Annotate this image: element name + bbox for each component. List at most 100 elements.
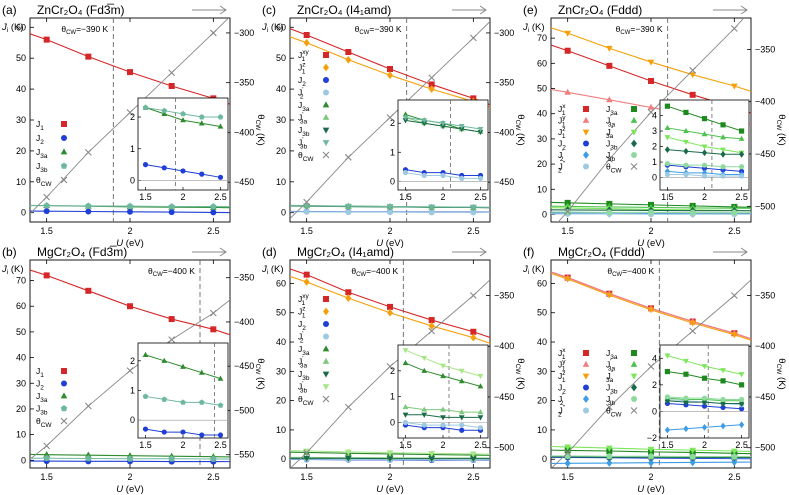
legend-marker-θCW: [322, 151, 330, 159]
inset-point-J2: [701, 403, 708, 409]
legend-marker-J1x: [583, 106, 589, 112]
data-point-J1: [43, 36, 50, 43]
inset-point-J3b: [664, 146, 671, 154]
data-point-J1z: [428, 85, 435, 93]
y-axis-label: Ji (K): [522, 22, 545, 34]
inset-y-tick-label: 1: [652, 157, 657, 167]
inset-point-J3b: [402, 412, 409, 418]
data-point-J1z: [606, 45, 613, 52]
x-tick-label: 2: [127, 226, 132, 236]
inset-point-J3a: [477, 383, 484, 389]
inset-point-J2': [720, 422, 726, 430]
data-point-θCW: [344, 403, 352, 411]
inset-point-J2: [720, 404, 726, 411]
inset-point-J3b: [701, 398, 708, 406]
data-point-J3b': [470, 451, 477, 458]
inset-y-tick-label: 2: [652, 142, 657, 152]
inset-y-tick-label: 0: [652, 173, 657, 183]
y-tick-label: 10: [276, 177, 286, 187]
y-tick-label: 60: [16, 22, 26, 32]
panel-label: (a): [2, 3, 17, 17]
data-point-J1y: [606, 96, 613, 103]
x-axis-label: U (eV): [116, 484, 143, 495]
y-tick-label: 10: [537, 425, 547, 435]
legend-label: Jz 1: [558, 370, 566, 384]
data-point-J1z: [731, 332, 738, 339]
inset-x-tick-label: 2: [180, 440, 185, 450]
inset-series-group: [402, 348, 484, 433]
inset-point-J2': [701, 423, 708, 431]
legend-marker-J1: [61, 121, 67, 127]
legend-marker-J2: [323, 321, 329, 327]
inset-point-J3a: [683, 371, 689, 377]
legend-marker-J3a: [631, 106, 637, 112]
inset-y-tick-label: −2: [647, 433, 657, 443]
inset-point-J3b': [477, 126, 484, 133]
data-point-θCW: [469, 34, 477, 42]
legend-marker-J3b': [631, 396, 637, 402]
legend-label: Jz 1: [298, 62, 306, 76]
theta-cw-annotation: θCW=−400 K: [351, 266, 398, 278]
panel-title: MgCr₂O₄ (Fddd): [558, 245, 645, 259]
inset-point-J3a'': [720, 147, 726, 153]
inset-y-tick-label: 0: [390, 176, 395, 186]
y-tick-label: 50: [537, 84, 547, 94]
inset-point-J3a: [402, 359, 409, 366]
legend-marker-J1: [61, 368, 67, 374]
panel-label: (d): [262, 245, 277, 259]
inset-point-J3a: [142, 351, 149, 357]
legend-marker-J2: [61, 380, 67, 387]
data-point-J1: [210, 326, 217, 333]
y2-tick-label: −350: [494, 78, 514, 88]
data-point-J3a'': [564, 444, 571, 451]
data-point-J1z: [606, 292, 613, 299]
inset-point-J3b: [701, 149, 708, 157]
y-tick-label: 0: [281, 454, 286, 464]
y-tick-label: 50: [276, 53, 286, 63]
inset-series-group: [142, 104, 224, 180]
inset-point-J3b: [161, 107, 168, 114]
series-group: [290, 268, 490, 468]
inset-point-J3b': [683, 162, 689, 168]
inset-point-J3b: [477, 415, 484, 421]
legend-marker-J1z: [323, 307, 329, 316]
legend-label: J1: [36, 366, 44, 379]
inset-point-J3b: [477, 129, 484, 136]
y-tick-label: 60: [537, 58, 547, 68]
data-point-J3b': [648, 453, 654, 460]
data-point-J3b': [303, 203, 310, 210]
y-tick-label: 50: [276, 308, 286, 318]
legend-marker-J2': [323, 89, 329, 96]
inset-point-J2: [180, 429, 186, 435]
data-point-θCW: [43, 442, 51, 450]
data-point-θCW: [303, 449, 311, 457]
inset-x-tick-label: 2: [440, 192, 445, 202]
inset-point-J3a: [738, 128, 745, 134]
data-point-θCW: [689, 66, 697, 74]
legend-label: θCW: [298, 394, 314, 407]
inset-point-J3a: [217, 375, 224, 381]
inset-series-group: [664, 103, 745, 179]
panel-c: (c) ZnCr₂O₄ (I4₁amd)1.5 2 2.50102030405060−…: [261, 3, 526, 249]
data-point-θCW: [605, 403, 613, 411]
data-point-J1: [43, 272, 50, 279]
y2-tick-label: −450: [755, 149, 775, 159]
data-point-J2': [428, 209, 435, 216]
y-tick-label: 60: [537, 278, 547, 288]
legend-marker-θCW: [60, 417, 68, 425]
inset-point-J3b: [142, 393, 149, 399]
inset-point-J3b: [738, 150, 745, 158]
data-point-J1z: [428, 322, 435, 330]
y-tick-label: 50: [537, 308, 547, 318]
inset-x-tick-label: 2: [702, 440, 707, 450]
data-point-J1y: [564, 88, 571, 95]
inset-point-J2: [199, 171, 205, 177]
inset-point-J3a: [421, 367, 428, 373]
data-point-J3b: [470, 456, 477, 463]
theta-cw-annotation: θCW=−390 K: [616, 24, 663, 36]
panel-b: (b) MgCr₂O₄ (Fd3̅m)1.5 2 2.5010203040506070…: [1, 245, 266, 495]
x-tick-label: 2: [387, 472, 392, 482]
data-point-θCW: [126, 367, 134, 375]
inset-point-J3a': [701, 131, 708, 137]
x-axis-label: U (eV): [637, 484, 664, 495]
